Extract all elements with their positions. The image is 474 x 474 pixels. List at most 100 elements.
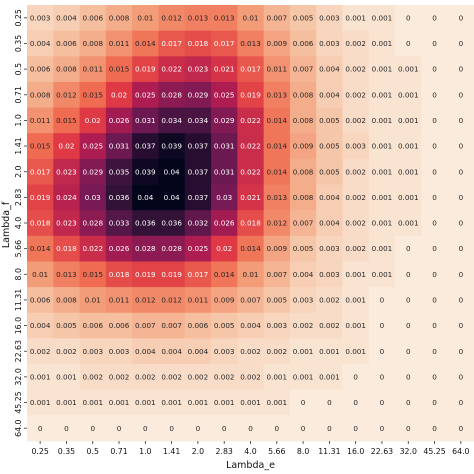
cell-value-label: 0.014: [267, 142, 288, 151]
heatmap-cell: [27, 133, 54, 160]
cell-value-label: 0.012: [267, 219, 288, 228]
cell-value-label: 0.001: [293, 372, 314, 381]
heatmap-cell: [447, 235, 474, 262]
heatmap-cell: [27, 389, 54, 416]
cell-value-label: 0.003: [319, 39, 340, 48]
cell-value-label: 0.003: [319, 13, 340, 22]
heatmap-cell: [289, 287, 317, 314]
y-tick-label: 0.25: [14, 9, 23, 26]
heatmap-cell: [158, 81, 186, 108]
cell-value-label: 0.001: [398, 193, 419, 202]
heatmap-cell: [263, 389, 291, 416]
cell-value-label: 0.007: [240, 296, 261, 305]
cell-value-label: 0.01: [32, 270, 48, 279]
cell-value-label: 0.006: [82, 13, 103, 22]
cell-value-label: 0: [432, 372, 437, 381]
cell-value-label: 0.028: [161, 244, 182, 253]
cell-value-label: 0.001: [267, 398, 288, 407]
cell-value-label: 0.001: [82, 398, 103, 407]
heatmap-cell: [79, 210, 107, 237]
heatmap-cell: [447, 184, 474, 211]
cell-value-label: 0.011: [267, 65, 288, 74]
cell-value-label: 0.021: [240, 193, 261, 202]
cell-value-label: 0.001: [345, 296, 366, 305]
heatmap-cell: [79, 133, 107, 160]
heatmap-cell: [368, 133, 396, 160]
heatmap-cell: [447, 364, 474, 391]
heatmap-cell: [395, 81, 422, 108]
cell-value-label: 0.002: [345, 90, 366, 99]
cell-value-label: 0: [459, 270, 464, 279]
heatmap-cell: [342, 338, 370, 365]
heatmap-cell: [316, 5, 343, 32]
heatmap-cell: [316, 133, 343, 160]
cell-value-label: 0.004: [319, 65, 340, 74]
heatmap-cell: [132, 235, 159, 262]
y-tick-label: 2.83: [14, 189, 23, 206]
cell-value-label: 0.002: [109, 372, 130, 381]
cell-value-label: 0: [432, 13, 437, 22]
heatmap-cell: [237, 261, 265, 288]
heatmap-cell: [289, 158, 317, 185]
heatmap-cell: [53, 261, 80, 288]
heatmap-cell: [421, 312, 449, 339]
heatmap-cell: [79, 338, 107, 365]
heatmap-cell: [289, 30, 317, 57]
cell-value-label: 0.02: [85, 116, 101, 125]
heatmap-cell: [211, 338, 238, 365]
heatmap-cell: [289, 5, 317, 32]
heatmap-cell: [263, 312, 291, 339]
y-tick-label: 4.0: [14, 217, 23, 229]
cell-value-label: 0.002: [345, 39, 366, 48]
cell-value-label: 0: [459, 39, 464, 48]
heatmap-cell: [132, 312, 159, 339]
heatmap-cell: [342, 210, 370, 237]
heatmap-cell: [211, 261, 238, 288]
cell-value-label: 0.001: [319, 347, 340, 356]
cell-value-label: 0.012: [161, 13, 182, 22]
heatmap-cell: [211, 184, 238, 211]
x-tick-label: 45.25: [423, 447, 445, 456]
cell-value-label: 0.001: [345, 347, 366, 356]
heatmap-cell: [263, 81, 291, 108]
cell-value-label: 0.007: [267, 270, 288, 279]
cell-value-label: 0.001: [372, 39, 393, 48]
cell-value-label: 0.019: [135, 270, 156, 279]
cell-value-label: 0: [432, 167, 437, 176]
cell-value-label: 0.023: [188, 65, 209, 74]
heatmap-cell: [368, 210, 396, 237]
cell-value-label: 0.003: [319, 244, 340, 253]
cell-value-label: 0: [275, 424, 280, 433]
heatmap-cell: [184, 184, 212, 211]
heatmap-cell: [158, 312, 186, 339]
cell-value-label: 0.011: [30, 116, 51, 125]
cell-value-label: 0.031: [214, 167, 235, 176]
cell-value-label: 0.002: [345, 116, 366, 125]
cell-value-label: 0.007: [293, 65, 314, 74]
heatmap-cell: [421, 389, 449, 416]
heatmap-cell: [237, 287, 265, 314]
heatmap-cell: [184, 364, 212, 391]
heatmap-cell: [27, 158, 54, 185]
heatmap-cell: [105, 338, 133, 365]
cell-value-label: 0.013: [56, 270, 77, 279]
cell-value-label: 0.004: [30, 39, 51, 48]
cell-value-label: 0.03: [216, 193, 232, 202]
cell-value-label: 0.014: [267, 167, 288, 176]
y-tick-label: 0.71: [14, 86, 23, 103]
heatmap-cell: [263, 287, 291, 314]
cell-value-label: 0: [301, 424, 306, 433]
heatmap-cell: [316, 30, 343, 57]
heatmap-cell: [237, 235, 265, 262]
heatmap-cell: [342, 133, 370, 160]
cell-value-label: 0: [380, 347, 385, 356]
heatmap-cell: [27, 5, 54, 32]
y-tick-label: 16.0: [14, 317, 23, 334]
cell-value-label: 0.022: [161, 65, 182, 74]
x-tick-label: 5.66: [268, 447, 285, 456]
cell-value-label: 0.017: [240, 65, 261, 74]
heatmap-cell: [368, 56, 396, 83]
heatmap-cell: [447, 210, 474, 237]
heatmap-cell: [395, 184, 422, 211]
heatmap-cell: [53, 312, 80, 339]
